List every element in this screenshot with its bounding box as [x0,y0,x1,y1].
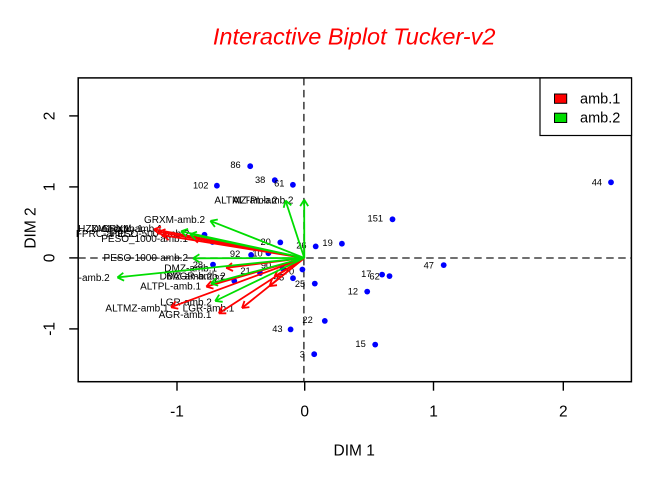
svg-text:151: 151 [368,214,384,224]
svg-text:AGR-amb.1: AGR-amb.1 [159,310,212,321]
svg-text:-1: -1 [170,404,184,421]
svg-text:3: 3 [300,350,305,360]
svg-text:ALTPL-amb.1: ALTPL-amb.1 [140,282,201,293]
svg-text:12: 12 [348,286,358,296]
svg-text:Interactive Biplot Tucker-v2: Interactive Biplot Tucker-v2 [213,24,496,50]
svg-text:0: 0 [300,404,309,421]
svg-text:19: 19 [322,238,332,248]
svg-text:43: 43 [272,324,282,334]
svg-text:102: 102 [193,180,209,190]
svg-text:1: 1 [429,404,438,421]
svg-text:amb.1: amb.1 [580,91,620,107]
svg-text:44: 44 [592,177,602,187]
svg-text:22: 22 [302,315,312,325]
svg-text:2: 2 [42,112,59,121]
svg-text:DIM 1: DIM 1 [334,442,375,459]
svg-text:62: 62 [369,271,379,281]
svg-text:DIM 2: DIM 2 [23,207,40,248]
svg-text:1: 1 [42,183,59,192]
svg-text:PESO-1000-amb.2: PESO-1000-amb.2 [104,253,189,264]
svg-text:86: 86 [230,160,240,170]
svg-text:-1: -1 [42,322,59,336]
svg-text:amb.2: amb.2 [580,111,620,127]
svg-text:25: 25 [295,279,305,289]
svg-text:47: 47 [424,260,434,270]
svg-text:61: 61 [274,178,284,188]
svg-text:-amb.2: -amb.2 [79,273,111,284]
svg-text:38: 38 [255,175,265,185]
svg-text:0: 0 [42,253,59,262]
svg-text:15: 15 [355,339,365,349]
svg-text:2: 2 [559,404,568,421]
